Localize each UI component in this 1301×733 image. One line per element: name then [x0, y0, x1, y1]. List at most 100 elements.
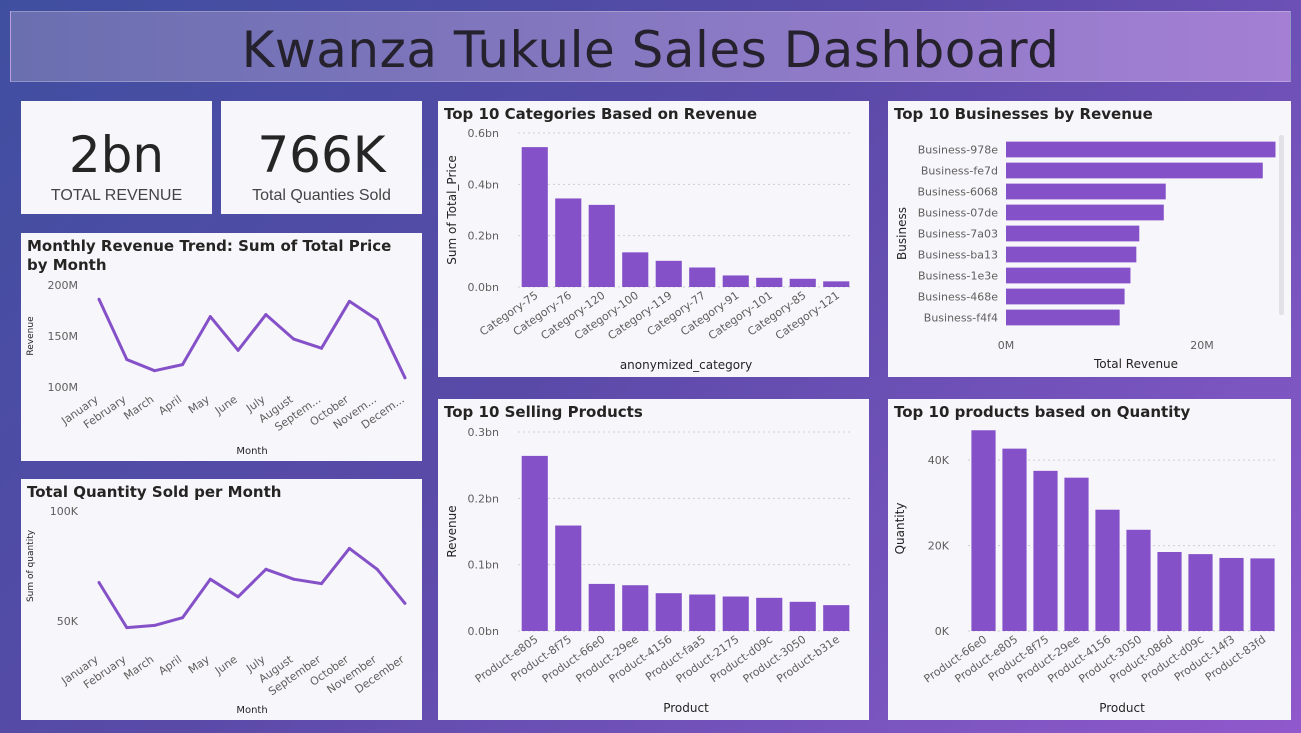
x-tick-label: June [212, 653, 240, 678]
x-axis-title: Product [663, 701, 709, 715]
data-point [292, 577, 296, 581]
bar [1126, 529, 1151, 631]
dashboard-title: Kwanza Tukule Sales Dashboard [241, 21, 1060, 79]
monthly-revenue-chart[interactable]: Monthly Revenue Trend: Sum of Total Pric… [21, 233, 422, 461]
top-businesses-svg: Business-978e Business-fe7d Business-6068 B… [895, 135, 1284, 371]
data-point [208, 577, 212, 581]
data-point [403, 376, 407, 380]
bar [756, 277, 783, 287]
kpi-total-revenue-label: TOTAL REVENUE [50, 187, 183, 204]
y-tick-label: Business-468e [918, 291, 998, 304]
bar [555, 198, 582, 287]
data-point [375, 318, 379, 322]
y-tick-label: 0.0bn [468, 281, 499, 294]
top-categories-svg: 0.6bn0.4bn0.2bn0.0bnCategory-75Category-… [445, 127, 853, 372]
data-point [347, 546, 351, 550]
kpi-total-quantity-card[interactable]: 766K Total Quanties Sold [221, 101, 422, 214]
y-axis-title: Quantity [893, 503, 907, 555]
top-businesses-chart[interactable]: Top 10 Businesses by Revenue Business-97… [888, 101, 1291, 377]
bar [588, 204, 615, 287]
data-point [180, 616, 184, 620]
bar [1219, 557, 1244, 631]
x-axis-title: Product [1099, 701, 1145, 715]
top-products-quantity-chart[interactable]: Top 10 products based on Quantity 40K 20K… [888, 399, 1291, 720]
data-point [264, 567, 268, 571]
top-categories-chart[interactable]: Top 10 Categories Based on Revenue 0.6bn… [438, 101, 869, 377]
data-point [375, 567, 379, 571]
bar [756, 597, 783, 631]
bar [1006, 225, 1140, 242]
y-tick-label: 100M [48, 381, 79, 394]
top-products-quantity-svg: 40K20K0KProduct-66e0Product-e805Product-… [893, 430, 1278, 715]
bar [1188, 554, 1213, 631]
y-tick-label: Business-7a03 [918, 228, 998, 241]
y-tick-label: 0K [935, 625, 950, 638]
bar [1157, 551, 1182, 631]
bar [1006, 246, 1137, 263]
bar [1250, 558, 1275, 631]
data-point [97, 297, 101, 301]
chart-title: Top 10 Categories Based on Revenue [444, 105, 758, 123]
data-point [97, 581, 101, 584]
data-point [264, 313, 268, 317]
bar [622, 585, 649, 631]
y-tick-label: 200M [48, 279, 79, 292]
x-tick-label: 0M [998, 339, 1015, 352]
kpi-total-revenue-card[interactable]: 2bn TOTAL REVENUE [21, 101, 212, 214]
y-tick-label: 20K [928, 540, 950, 553]
y-tick-label: 50K [57, 615, 79, 628]
bar [689, 594, 716, 631]
y-tick-label: 100K [50, 505, 79, 518]
x-tick-label: March [121, 393, 156, 423]
y-axis-title: Business [895, 207, 909, 260]
data-point [153, 369, 157, 373]
dashboard-banner: Kwanza Tukule Sales Dashboard [10, 11, 1291, 82]
y-axis-title: Revenue [26, 316, 36, 356]
bar [1006, 162, 1263, 179]
bar [1006, 309, 1120, 326]
data-point [153, 623, 157, 627]
y-tick-label: Business-ba13 [918, 249, 998, 262]
bar [823, 605, 850, 631]
bar [1033, 470, 1058, 631]
bar [789, 601, 816, 631]
series-line [97, 298, 407, 379]
bar [521, 455, 548, 631]
data-point [320, 346, 324, 350]
kpi-total-revenue-value: 2bn [68, 126, 165, 184]
y-tick-label: Business-fe7d [921, 165, 998, 178]
x-tick-label: April [156, 653, 184, 678]
y-tick-label: 0.1bn [468, 559, 499, 572]
data-point [347, 299, 351, 303]
series-line [97, 546, 407, 630]
bar [588, 583, 615, 631]
bar [789, 278, 816, 287]
y-tick-label: 0.0bn [468, 625, 499, 638]
y-tick-label: Business-6068 [918, 186, 998, 199]
x-axis-title: Total Revenue [1093, 357, 1178, 371]
data-point [236, 595, 240, 599]
bar [555, 525, 582, 631]
data-point [208, 315, 212, 319]
chart-title: Total Quantity Sold per Month [27, 483, 282, 501]
bar [823, 281, 850, 287]
y-tick-label: Business-f4f4 [924, 312, 998, 325]
bar [622, 252, 649, 287]
bar [1006, 141, 1276, 158]
y-tick-label: 0.2bn [468, 492, 499, 505]
bar [971, 430, 996, 631]
monthly-quantity-chart[interactable]: Total Quantity Sold per Month 100K 50K Jan… [21, 479, 422, 720]
y-tick-label: 0.3bn [468, 426, 499, 439]
x-tick-label: May [186, 393, 212, 417]
bar [1095, 509, 1120, 631]
top-products-revenue-chart[interactable]: Top 10 Selling Products 0.3bn 0.2bn 0.1bn 0… [438, 399, 869, 720]
y-tick-label: 40K [928, 454, 950, 467]
x-tick-label: 20M [1190, 339, 1214, 352]
bar [521, 147, 548, 287]
x-tick-label: April [156, 393, 184, 418]
data-point [320, 582, 324, 586]
y-tick-label: Business-1e3e [918, 270, 998, 283]
data-point [292, 337, 296, 341]
bar [1002, 448, 1027, 631]
